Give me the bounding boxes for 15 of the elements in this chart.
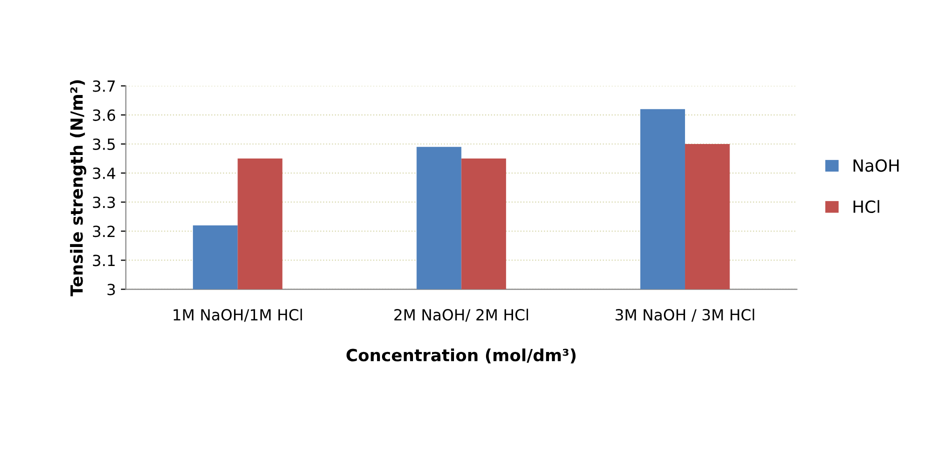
y-tick-label: 3.7 xyxy=(92,80,115,92)
y-tick-label: 3.1 xyxy=(92,254,115,266)
y-tick-label: 3.4 xyxy=(92,168,116,180)
x-tick-label: 3M NaOH / 3M HCl xyxy=(616,308,754,322)
y-tick-label: 3.6 xyxy=(92,109,116,121)
y-tick-label: 3.5 xyxy=(92,138,115,150)
y-axis-title: Tensile strength (N/m²) xyxy=(70,80,86,296)
y-tick-label: 3.3 xyxy=(92,196,115,208)
x-tick-label: 2M NaOH/ 2M HCl xyxy=(394,308,528,322)
y-tick-label: 3.2 xyxy=(92,226,115,238)
x-tick-label: 1M NaOH/1M HCl xyxy=(174,308,302,322)
x-axis-title: Concentration (mol/dm³) xyxy=(346,348,576,364)
y-tick-label: 3 xyxy=(108,284,115,296)
legend-label: NaOH xyxy=(854,159,899,172)
legend-label: HCl xyxy=(854,200,880,213)
